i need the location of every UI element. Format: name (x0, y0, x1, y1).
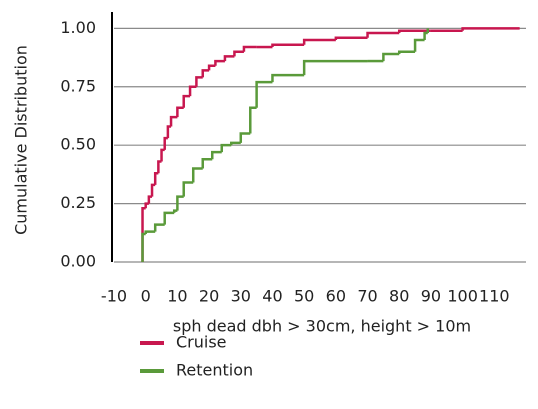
y-tick-label: 0.75 (60, 76, 96, 95)
x-tick-label: 70 (357, 287, 377, 306)
step-segment (255, 80, 273, 108)
x-tick-label: 80 (389, 287, 409, 306)
step-segment (150, 183, 156, 197)
y-axis-label: Cumulative Distribution (12, 45, 31, 235)
step-segment (144, 202, 149, 209)
x-tick-label: 90 (421, 287, 441, 306)
step-segment (423, 31, 428, 41)
x-tick-label: 110 (479, 287, 510, 306)
step-segment (461, 27, 520, 31)
x-tick-label: 100 (447, 287, 478, 306)
step-segment (153, 171, 159, 185)
x-tick-label: 20 (199, 287, 219, 306)
step-segment (176, 106, 184, 118)
step-segment (239, 132, 251, 143)
step-segment (302, 38, 336, 45)
step-segment (191, 167, 203, 183)
step-segment (210, 150, 222, 160)
step-segment (249, 106, 257, 134)
x-tick-label: 60 (326, 287, 346, 306)
step-segment (166, 125, 172, 139)
step-segment (201, 69, 210, 78)
step-segment (201, 157, 213, 169)
step-segment (160, 148, 165, 162)
step-segment (182, 94, 191, 108)
step-segment (163, 136, 168, 150)
step-segment (220, 143, 232, 153)
step-segment (271, 43, 305, 48)
step-segment (163, 211, 175, 225)
x-tick-label: 50 (294, 287, 314, 306)
x-tick-label: 40 (262, 287, 282, 306)
legend-label: Retention (176, 361, 253, 380)
step-segment (366, 31, 400, 38)
step-segment (147, 195, 153, 204)
x-tick-label: 0 (141, 287, 151, 306)
y-tick-label: 0.50 (60, 135, 96, 154)
step-segment (214, 59, 225, 66)
y-tick-label: 0.00 (60, 252, 96, 271)
step-segment (302, 59, 320, 76)
step-segment (233, 50, 244, 57)
step-segment (382, 52, 400, 62)
step-segment (223, 55, 235, 62)
y-tick-label: 1.00 (60, 18, 96, 37)
x-tick-label: -10 (101, 287, 127, 306)
y-tick-label: 0.25 (60, 193, 96, 212)
step-segment (144, 230, 156, 234)
step-segment (334, 36, 368, 41)
step-segment (182, 181, 194, 197)
x-tick-label: 30 (231, 287, 251, 306)
step-segment (176, 195, 184, 211)
step-segment (397, 50, 416, 55)
x-tick-label: 10 (167, 287, 187, 306)
step-segment (397, 29, 431, 34)
step-segment (242, 45, 257, 52)
x-axis-label: sph dead dbh > 30cm, height > 10m (173, 317, 471, 336)
step-segment (157, 160, 162, 174)
legend-label: Cruise (176, 333, 227, 352)
step-segment (169, 115, 178, 127)
step-segment (230, 141, 241, 146)
step-segment (172, 209, 178, 213)
step-segment (271, 73, 305, 83)
step-segment (195, 76, 203, 87)
step-segment (207, 64, 216, 71)
step-segment (413, 38, 425, 52)
step-segment (188, 85, 197, 97)
step-segment (153, 223, 165, 232)
step-segment (141, 232, 146, 262)
